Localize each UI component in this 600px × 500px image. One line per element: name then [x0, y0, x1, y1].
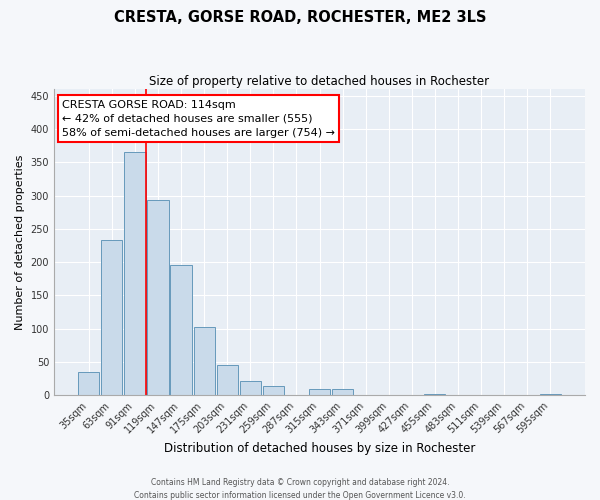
Text: CRESTA, GORSE ROAD, ROCHESTER, ME2 3LS: CRESTA, GORSE ROAD, ROCHESTER, ME2 3LS: [114, 10, 486, 25]
Bar: [194, 328, 215, 396]
Text: CRESTA GORSE ROAD: 114sqm
← 42% of detached houses are smaller (555)
58% of semi: CRESTA GORSE ROAD: 114sqm ← 42% of detac…: [62, 100, 335, 138]
Bar: [263, 386, 284, 396]
Bar: [101, 240, 122, 396]
Bar: [124, 152, 146, 396]
Bar: [424, 394, 445, 396]
Bar: [170, 265, 191, 396]
Bar: [539, 394, 561, 396]
Bar: [217, 366, 238, 396]
Bar: [332, 390, 353, 396]
Bar: [148, 200, 169, 396]
X-axis label: Distribution of detached houses by size in Rochester: Distribution of detached houses by size …: [164, 442, 475, 455]
Text: Contains HM Land Registry data © Crown copyright and database right 2024.
Contai: Contains HM Land Registry data © Crown c…: [134, 478, 466, 500]
Y-axis label: Number of detached properties: Number of detached properties: [15, 154, 25, 330]
Bar: [239, 380, 261, 396]
Title: Size of property relative to detached houses in Rochester: Size of property relative to detached ho…: [149, 75, 490, 88]
Bar: [78, 372, 100, 396]
Bar: [309, 388, 330, 396]
